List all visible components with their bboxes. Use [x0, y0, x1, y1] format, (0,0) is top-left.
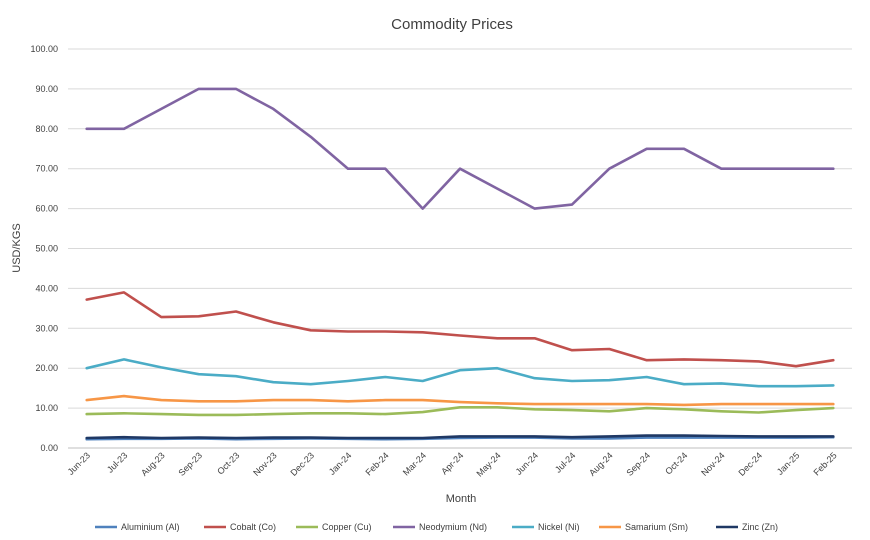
series-line — [85, 87, 835, 210]
y-tick-label: 50.00 — [35, 244, 58, 254]
x-tick-label: Oct-24 — [663, 450, 689, 476]
y-tick-label: 100.00 — [30, 44, 58, 54]
y-tick-label: 70.00 — [35, 164, 58, 174]
y-tick-label: 20.00 — [35, 363, 58, 373]
x-tick-label: Jan-24 — [327, 450, 354, 477]
legend-label: Samarium (Sm) — [625, 522, 688, 532]
legend-label: Cobalt (Co) — [230, 522, 276, 532]
legend-label: Nickel (Ni) — [538, 522, 580, 532]
x-tick-label: Aug-23 — [139, 450, 167, 478]
series-line — [85, 291, 835, 368]
legend-label: Aluminium (Al) — [121, 522, 180, 532]
y-axis-ticks: 0.00 10.00 20.00 30.00 40.00 50.00 60.00 70.00 8… — [30, 44, 58, 453]
series-lines — [85, 87, 835, 441]
x-tick-label: Feb-25 — [812, 450, 839, 477]
x-tick-label: Sep-23 — [176, 450, 204, 478]
y-axis-title: USD/KGS — [11, 223, 23, 273]
y-tick-label: 10.00 — [35, 403, 58, 413]
x-tick-label: Aug-24 — [587, 450, 615, 478]
y-tick-label: 0.00 — [40, 443, 58, 453]
y-tick-label: 30.00 — [35, 323, 58, 333]
x-tick-label: Jul-23 — [105, 450, 129, 474]
x-tick-label: Dec-23 — [288, 450, 316, 478]
x-tick-label: Nov-23 — [251, 450, 279, 478]
series-line — [85, 434, 835, 440]
x-tick-label: Dec-24 — [736, 450, 764, 478]
y-tick-label: 60.00 — [35, 204, 58, 214]
y-tick-label: 80.00 — [35, 124, 58, 134]
x-tick-label: Jul-24 — [553, 450, 577, 474]
x-tick-label: Jun-24 — [514, 450, 541, 477]
x-tick-label: Jun-23 — [66, 450, 93, 477]
legend-label: Zinc (Zn) — [742, 522, 778, 532]
x-tick-label: Feb-24 — [364, 450, 391, 477]
series-line — [85, 358, 835, 388]
x-axis-ticks: Jun-23 Jul-23 Aug-23 Sep-23 Oct-23 Nov-23 Dec-… — [66, 450, 839, 478]
chart-title: Commodity Prices — [391, 16, 513, 33]
x-tick-label: Sep-24 — [624, 450, 652, 478]
x-tick-label: Jan-25 — [775, 450, 802, 477]
series-line — [85, 405, 835, 417]
x-tick-label: Oct-23 — [215, 450, 241, 476]
series-line — [85, 394, 835, 407]
legend: Aluminium (Al) Cobalt (Co) Copper (Cu) Neod… — [95, 522, 778, 532]
legend-label: Copper (Cu) — [322, 522, 372, 532]
y-tick-label: 40.00 — [35, 283, 58, 293]
x-axis-title: Month — [446, 493, 477, 505]
x-tick-label: Mar-24 — [401, 450, 428, 477]
y-tick-label: 90.00 — [35, 84, 58, 94]
legend-label: Neodymium (Nd) — [419, 522, 487, 532]
x-tick-label: May-24 — [474, 450, 502, 478]
x-tick-label: Nov-24 — [699, 450, 727, 478]
x-tick-label: Apr-24 — [439, 450, 465, 476]
gridlines — [68, 48, 852, 449]
